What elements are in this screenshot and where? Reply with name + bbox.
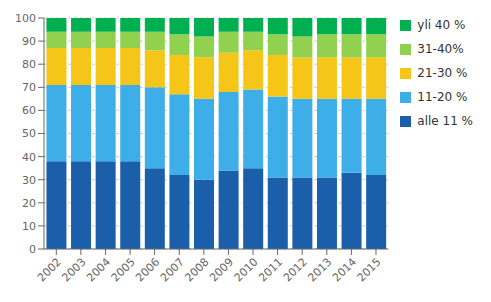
svg-text:2013: 2013 — [305, 255, 334, 284]
svg-text:2009: 2009 — [207, 255, 236, 284]
svg-text:2003: 2003 — [60, 255, 89, 284]
svg-text:2004: 2004 — [84, 255, 113, 284]
svg-text:50: 50 — [22, 127, 36, 140]
svg-text:90: 90 — [22, 35, 36, 48]
svg-text:10: 10 — [22, 220, 36, 233]
svg-text:2011: 2011 — [256, 255, 285, 284]
svg-text:2008: 2008 — [182, 255, 211, 284]
svg-text:20: 20 — [22, 197, 36, 210]
svg-text:40: 40 — [22, 151, 36, 164]
svg-text:2007: 2007 — [158, 255, 187, 284]
html-text:alle 11 %: alle 11 % — [417, 114, 473, 128]
html-text:31-40%: 31-40% — [417, 42, 464, 56]
svg-text:30: 30 — [22, 174, 36, 187]
svg-text:60: 60 — [22, 104, 36, 117]
svg-text:2006: 2006 — [133, 255, 162, 284]
svg-text:70: 70 — [22, 81, 36, 94]
svg-text:100: 100 — [15, 12, 36, 25]
html-text:11-20 %: 11-20 % — [417, 90, 468, 104]
svg-text:2010: 2010 — [232, 255, 261, 284]
svg-text:2015: 2015 — [355, 255, 384, 284]
svg-text:2014: 2014 — [330, 255, 359, 284]
html-text:21-30 %: 21-30 % — [417, 66, 468, 80]
svg-text:2005: 2005 — [109, 255, 138, 284]
html-text:yli 40 %: yli 40 % — [417, 18, 466, 32]
svg-text:2002: 2002 — [35, 255, 64, 284]
svg-text:0: 0 — [29, 243, 36, 256]
svg-text:80: 80 — [22, 58, 36, 71]
svg-text:2012: 2012 — [281, 255, 310, 284]
